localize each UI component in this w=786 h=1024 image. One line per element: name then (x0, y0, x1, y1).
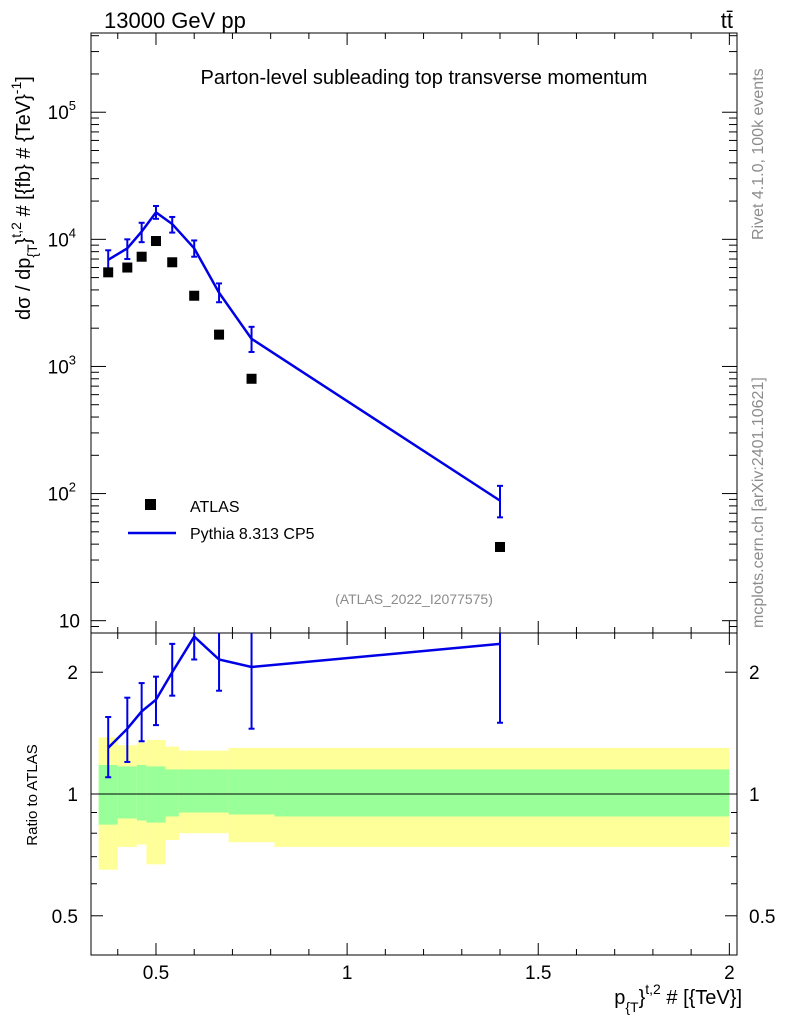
analysis-label: (ATLAS_2022_I2077575) (335, 591, 493, 607)
ratio-y-tick-label-right: 2 (749, 663, 760, 684)
ratio-y-tick-label-right: 0.5 (749, 907, 775, 928)
green-band-segment (165, 769, 179, 817)
y-tick-label: 104 (48, 225, 76, 251)
y-tick-label: 103 (48, 352, 76, 378)
green-band-segment (117, 766, 137, 819)
ratio-y-tick-label-right: 1 (749, 785, 760, 806)
ratio-y-tick-label: 1 (67, 785, 78, 806)
legend-atlas-marker (145, 499, 156, 510)
ratio-panel: 0.5 1 1.5 2 0.5 0.5 1 1 2 2 (52, 632, 775, 984)
x-tick-label: 1 (342, 963, 353, 984)
atlas-point (150, 236, 161, 247)
atlas-point (189, 290, 200, 301)
green-band-segment (209, 769, 229, 813)
atlas-point (214, 329, 225, 340)
y-tick-label: 105 (48, 98, 76, 124)
atlas-point (103, 267, 114, 278)
legend-atlas-label: ATLAS (190, 499, 240, 516)
atlas-point (122, 262, 133, 273)
header-right: tt̄ (721, 8, 733, 33)
legend-pythia-label: Pythia 8.313 CP5 (190, 526, 315, 543)
y-tick-label: 10 (59, 612, 80, 633)
ratio-pythia-line (107, 634, 501, 749)
green-band-segment (178, 769, 210, 813)
x-tick-label: 1.5 (525, 963, 551, 984)
green-band-segment (98, 764, 118, 825)
green-band-segment (274, 769, 730, 817)
ratio-y-tick-label: 0.5 (52, 907, 78, 928)
ratio-y-label: Ratio to ATLAS (24, 744, 41, 845)
pythia-line (107, 210, 501, 502)
atlas-point (246, 373, 257, 384)
x-tick-label: 2 (724, 963, 735, 984)
main-panel: 10 102 103 104 105 (48, 32, 738, 645)
main-title: Parton-level subleading top transverse m… (201, 67, 648, 89)
atlas-point (495, 541, 506, 552)
y-tick-label: 102 (48, 480, 76, 506)
ratio-y-tick-label: 2 (67, 663, 78, 684)
mcplots-label: mcplots.cern.ch [arXiv:2401.10621] (750, 377, 767, 628)
green-band-segment (228, 769, 275, 815)
main-frame (90, 32, 738, 634)
header-left: 13000 GeV pp (104, 8, 246, 33)
x-axis-label: p{T}t,2 # [{TeV}] (614, 981, 742, 1015)
atlas-point (167, 257, 178, 268)
rivet-label: Rivet 4.1.0, 100k events (750, 68, 767, 240)
atlas-point (136, 251, 147, 262)
green-band-segment (136, 764, 147, 821)
x-tick-label: 0.5 (143, 963, 169, 984)
main-y-label: dσ / dp{T}t,2 # [{fb} # {TeV}-1] (8, 76, 40, 320)
